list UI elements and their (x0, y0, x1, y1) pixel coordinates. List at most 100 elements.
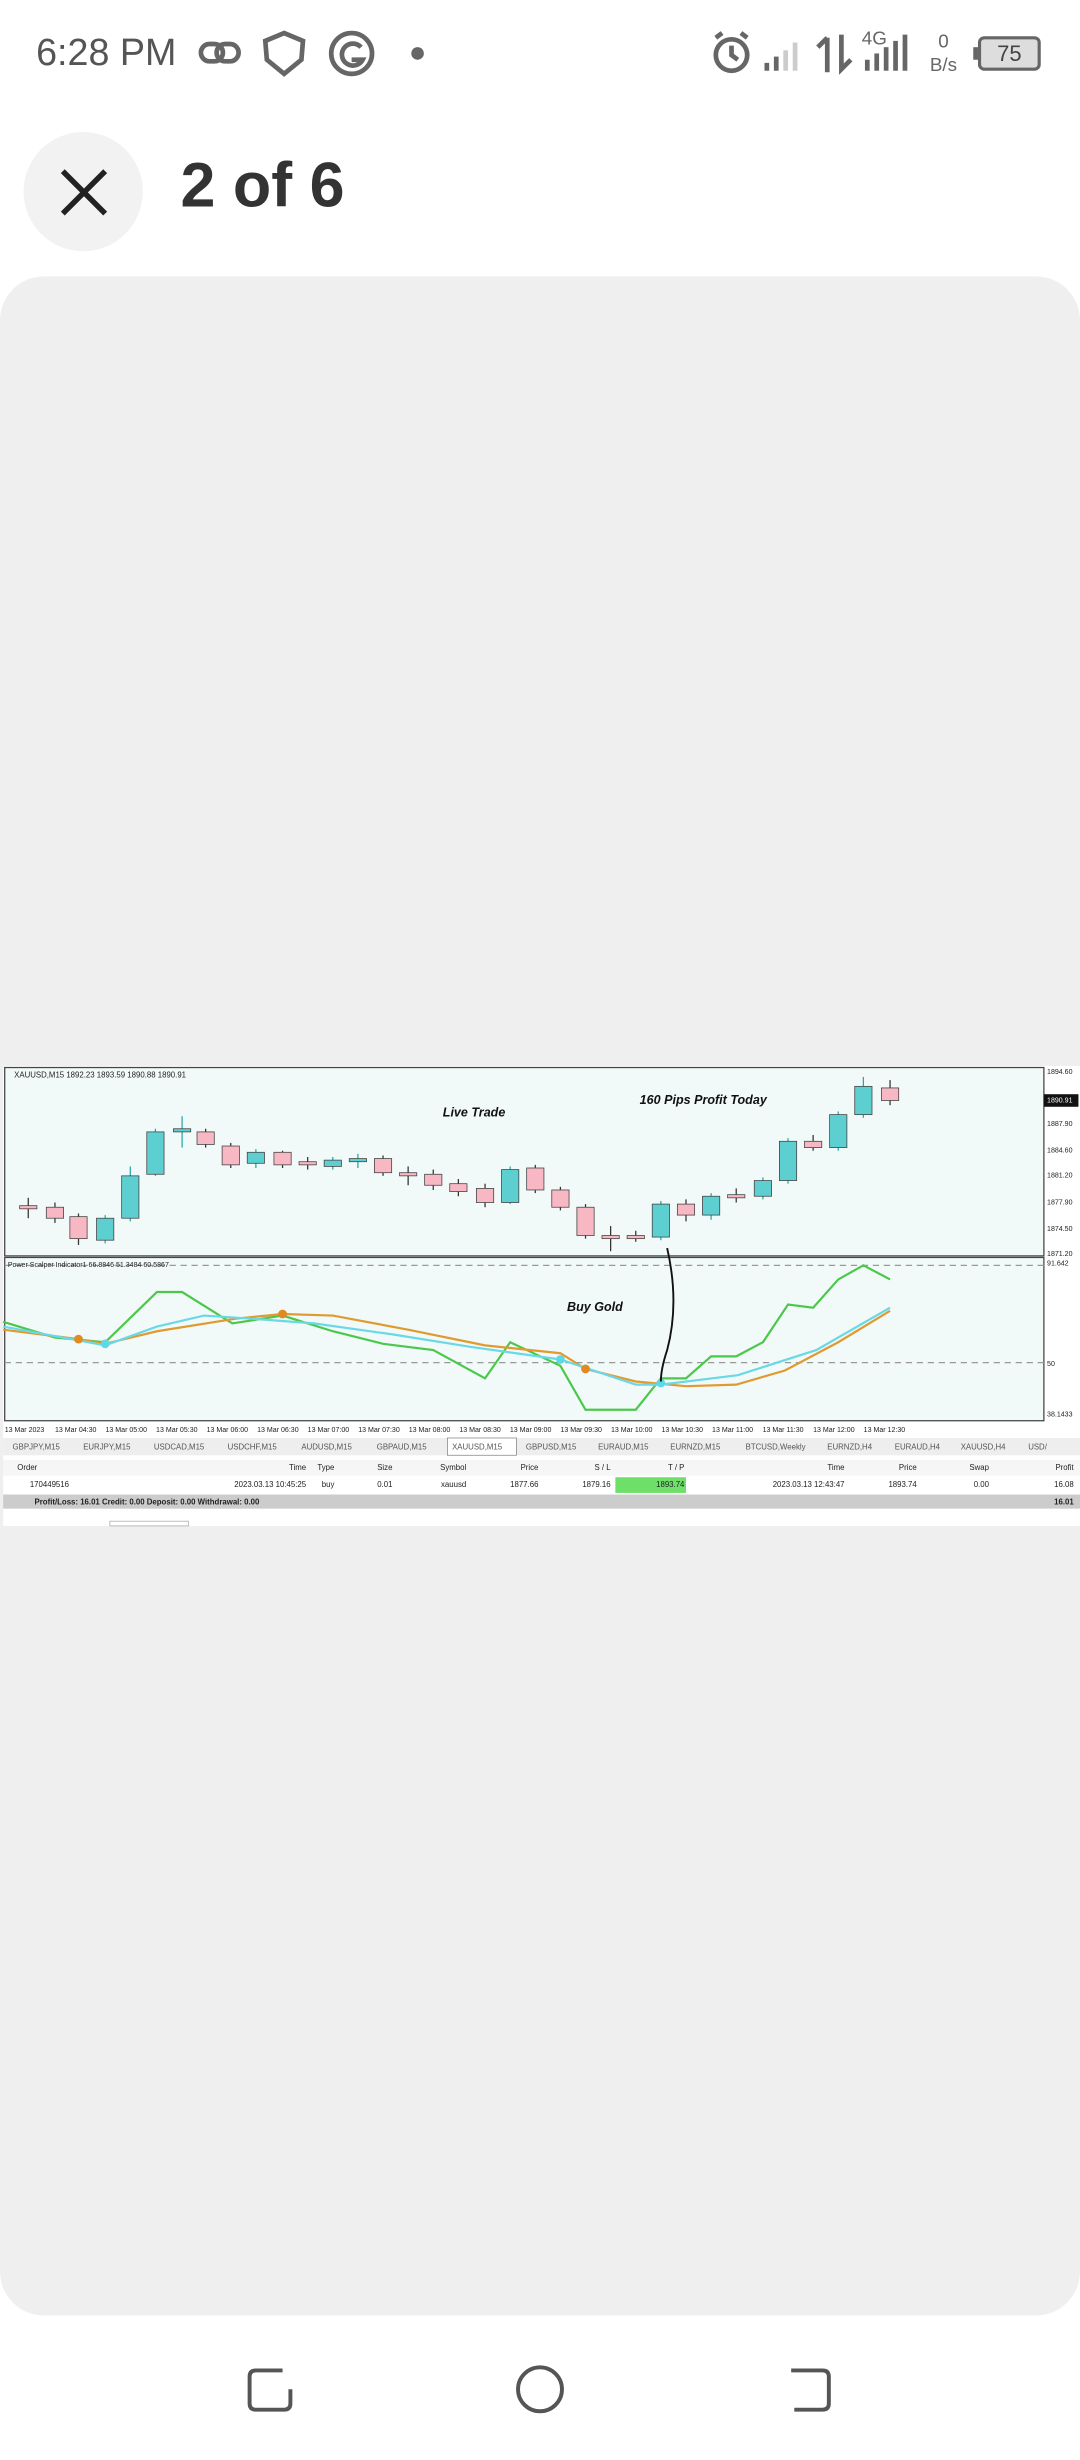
status-icons (198, 30, 853, 77)
indicator-axis-label: 50 (1047, 1361, 1055, 1368)
candle-body (373, 1158, 393, 1174)
table-header: Time (289, 1463, 306, 1472)
table-header: Size (377, 1463, 392, 1472)
candle-body (196, 1131, 215, 1145)
time-label: 13 Mar 10:00 (611, 1427, 653, 1434)
signal-bars (764, 34, 908, 71)
table-cell: 2023.03.13 10:45:25 (234, 1480, 306, 1489)
tab[interactable]: GBPUSD,M15 (526, 1442, 577, 1451)
candle-body (449, 1183, 468, 1192)
candle-body (676, 1203, 696, 1216)
tab[interactable]: GBPJPY,M15 (13, 1442, 61, 1451)
speed-unit: B/s (930, 54, 957, 75)
candle-body (348, 1158, 367, 1163)
candle-body (526, 1167, 545, 1191)
signal-dot (581, 1364, 590, 1374)
price-label: 1877.90 (1047, 1199, 1073, 1206)
time-label: 13 Mar 2023 (5, 1427, 45, 1434)
candle-body (399, 1172, 418, 1177)
table-cell: 0.01 (377, 1480, 392, 1489)
home-button[interactable] (516, 2365, 564, 2414)
battery (977, 36, 1041, 71)
candle-body (829, 1114, 848, 1148)
signal-dot (74, 1334, 83, 1344)
time-label: 13 Mar 08:30 (459, 1427, 501, 1434)
time-label: 13 Mar 09:00 (510, 1427, 552, 1434)
time-label: 13 Mar 10:30 (662, 1427, 704, 1434)
summary: Profit/Loss: 16.01 Credit: 0.00 Deposit:… (35, 1497, 260, 1506)
candle-body (121, 1175, 140, 1219)
table-cell: 170449516 (30, 1480, 70, 1489)
signal-dot (556, 1355, 565, 1364)
candle-body (45, 1206, 64, 1219)
tab[interactable]: BTCUSD,Weekly (746, 1442, 806, 1451)
indicator-line (3, 1309, 891, 1388)
annotation: Live Trade (443, 1105, 506, 1119)
close-button[interactable] (23, 131, 143, 252)
table-cell: 1877.66 (510, 1480, 539, 1489)
table-header: Price (521, 1463, 539, 1472)
indicator-line (2, 1306, 891, 1386)
price-label: 1894.60 (1047, 1069, 1073, 1076)
summary-total: 16.01 (1054, 1497, 1074, 1506)
table-header: Time (827, 1463, 844, 1472)
tab[interactable]: USD/ (1028, 1442, 1048, 1451)
table-cell: 1893.74 (656, 1480, 685, 1489)
price-label: 1887.90 (1047, 1121, 1073, 1128)
candle-body (501, 1169, 520, 1203)
signal-dot (278, 1309, 287, 1319)
candle-body (246, 1151, 265, 1164)
candle-body (221, 1145, 240, 1166)
table-header: Profit (1055, 1463, 1074, 1472)
table-header: Symbol (440, 1463, 466, 1472)
time-label: 13 Mar 04:30 (55, 1427, 97, 1434)
tab[interactable]: AUDUSD,M15 (301, 1442, 352, 1451)
candle-body (476, 1188, 495, 1203)
tab[interactable]: EURAUD,H4 (895, 1442, 941, 1451)
table-cell: xauusd (441, 1480, 466, 1489)
image-counter: 2 of 6 (181, 151, 345, 221)
time-label: 13 Mar 05:30 (156, 1427, 198, 1434)
trading-screenshot: XAUUSD,M15 1892.23 1893.59 1890.88 1890.… (2, 1065, 1080, 1527)
tab[interactable]: EURJPY,M15 (83, 1442, 131, 1451)
table-cell: 0.00 (974, 1480, 990, 1489)
status-time: 6:28 PM (36, 31, 176, 73)
candle-body (804, 1140, 823, 1148)
indicator-axis-label: 91.642 (1047, 1261, 1069, 1268)
tab[interactable]: EURAUD,M15 (598, 1442, 649, 1451)
candle-body (96, 1217, 115, 1241)
price-label: 1881.20 (1047, 1173, 1073, 1180)
tab[interactable]: XAUUSD,H4 (961, 1442, 1006, 1451)
table-header: Order (17, 1463, 37, 1472)
symbol-info: XAUUSD,M15 1892.23 1893.59 1890.88 1890.… (14, 1070, 186, 1079)
nav-bar (247, 2365, 831, 2414)
candle-body (727, 1194, 746, 1199)
tab[interactable]: USDCAD,M15 (154, 1442, 205, 1451)
candle-body (702, 1195, 721, 1216)
tab[interactable]: EURNZD,M15 (670, 1442, 721, 1451)
tab[interactable]: XAUUSD,M15 (452, 1442, 503, 1451)
time-label: 13 Mar 07:30 (358, 1427, 400, 1434)
table-header: Swap (969, 1463, 989, 1472)
speed-value: 0 (938, 30, 948, 51)
tab[interactable]: EURNZD,H4 (827, 1442, 872, 1451)
candle-body (323, 1159, 342, 1167)
price-label: 1871.20 (1047, 1251, 1073, 1258)
table-header: Price (899, 1463, 917, 1472)
status-dot (411, 47, 424, 60)
time-label: 13 Mar 12:30 (864, 1427, 906, 1434)
recents-button[interactable] (247, 2368, 293, 2412)
table-header: Type (317, 1463, 334, 1472)
table-cell: buy (322, 1480, 335, 1489)
time-label: 13 Mar 11:00 (712, 1427, 753, 1434)
candle-body (551, 1189, 570, 1208)
tab[interactable]: GBPAUD,M15 (377, 1442, 428, 1451)
candle-body (601, 1235, 620, 1240)
time-label: 13 Mar 11:30 (763, 1427, 804, 1434)
candle-body (626, 1235, 645, 1240)
tab[interactable]: USDCHF,M15 (228, 1442, 278, 1451)
back-button[interactable] (791, 2368, 831, 2412)
active-tab (446, 1437, 517, 1456)
table-cell: 1893.74 (888, 1480, 917, 1489)
